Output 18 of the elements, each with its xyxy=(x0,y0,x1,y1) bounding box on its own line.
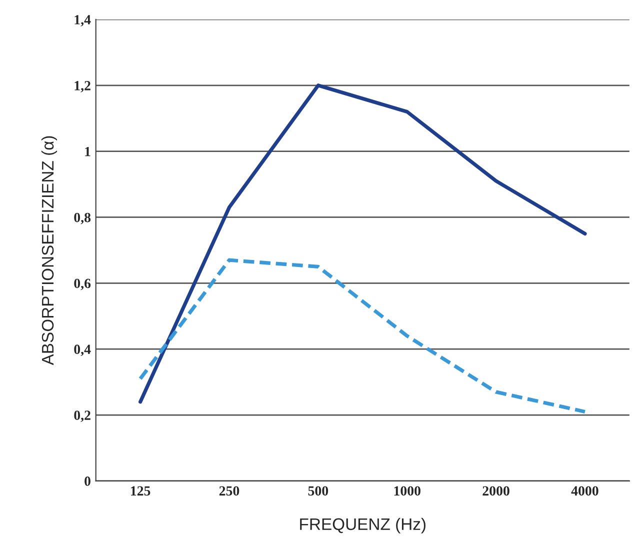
x-tick-label: 125 xyxy=(131,486,150,496)
y-tick-label: 1 xyxy=(85,146,90,156)
y-tick-label: 0,8 xyxy=(74,212,91,224)
y-tick-label: 0,4 xyxy=(74,344,91,356)
y-tick-label: 0 xyxy=(84,476,90,486)
y-axis-title: ABSORPTIONSEFFIZIENZ (α) xyxy=(41,136,57,366)
y-tick-label: 1,2 xyxy=(74,81,90,92)
y-tick-label: 0,2 xyxy=(74,410,90,422)
x-tick-label: 4000 xyxy=(571,486,598,496)
line-series xyxy=(138,258,587,414)
x-tick-label: 1000 xyxy=(394,486,420,496)
x-tick-label: 2000 xyxy=(482,486,510,496)
y-tick-label: 1,4 xyxy=(74,15,91,26)
x-tick-label: 250 xyxy=(219,486,240,496)
y-tick-label: 0,6 xyxy=(74,278,91,290)
line-series xyxy=(138,84,587,404)
x-axis-title: FREQUENZ (Hz) xyxy=(300,518,426,534)
x-tick-label: 500 xyxy=(308,486,328,496)
